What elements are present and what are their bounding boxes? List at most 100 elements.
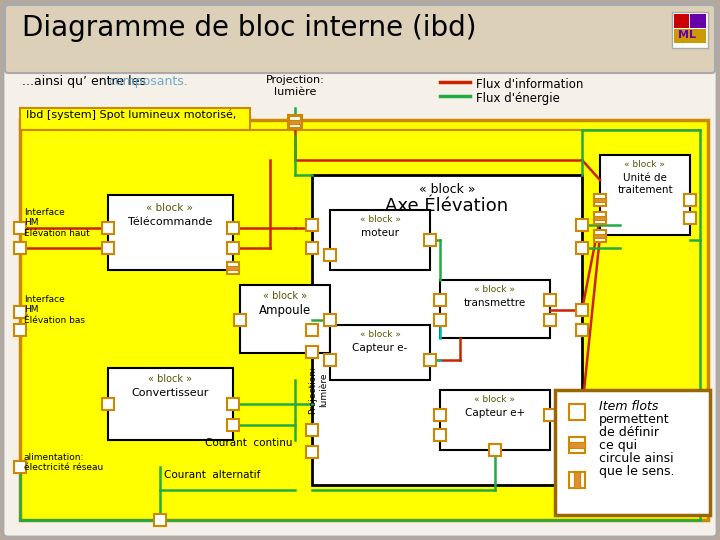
Bar	[594, 194, 606, 206]
Bar	[576, 304, 588, 316]
Text: ML: ML	[678, 30, 696, 40]
Bar	[434, 409, 446, 421]
Bar	[108, 368, 233, 440]
Text: permettent: permettent	[599, 413, 670, 426]
Bar	[576, 242, 588, 254]
Bar	[324, 249, 336, 261]
Text: Projection:
lumière: Projection: lumière	[266, 75, 325, 97]
Bar	[20, 108, 250, 130]
Bar	[440, 390, 550, 450]
Bar	[306, 242, 318, 254]
Text: Diagramme de bloc interne (ibd): Diagramme de bloc interne (ibd)	[22, 14, 477, 42]
Text: « block »: « block »	[359, 330, 400, 339]
Text: Capteur e+: Capteur e+	[465, 408, 525, 418]
Bar	[576, 424, 588, 436]
Bar	[594, 230, 606, 242]
Text: Convertisseur: Convertisseur	[131, 388, 209, 398]
Bar	[684, 194, 696, 206]
Bar	[324, 354, 336, 366]
Bar	[154, 514, 166, 526]
Text: alimentation:
électricité réseau: alimentation: électricité réseau	[24, 453, 103, 472]
Text: « block »: « block »	[263, 291, 307, 301]
Bar	[227, 266, 239, 270]
Text: transmettre: transmettre	[464, 298, 526, 308]
Bar	[234, 314, 246, 326]
Bar	[102, 398, 114, 410]
Bar	[424, 234, 436, 246]
Text: Courant  continu: Courant continu	[205, 438, 292, 448]
Bar	[102, 222, 114, 234]
Bar	[594, 216, 606, 220]
Text: Flux d'information: Flux d'information	[476, 78, 583, 91]
Bar	[690, 14, 706, 28]
Bar	[20, 120, 708, 520]
Text: Interface
HM
Élévation bas: Interface HM Élévation bas	[24, 295, 85, 325]
Bar	[489, 444, 501, 456]
Bar	[434, 314, 446, 326]
Text: moteur: moteur	[361, 228, 399, 238]
Text: de définir: de définir	[599, 426, 659, 439]
Text: « block »: « block »	[474, 285, 516, 294]
Text: « block »: « block »	[146, 203, 194, 213]
Bar	[306, 219, 318, 231]
Bar	[14, 222, 26, 234]
Text: ...ainsi qu’ entre les: ...ainsi qu’ entre les	[22, 75, 150, 88]
Text: « block »: « block »	[474, 395, 516, 404]
Text: circule ainsi: circule ainsi	[599, 452, 674, 465]
Bar	[289, 120, 301, 124]
Bar	[600, 155, 690, 235]
Bar	[672, 12, 708, 48]
Bar	[14, 242, 26, 254]
Bar	[576, 219, 588, 231]
Bar	[544, 294, 556, 306]
Text: ce qui: ce qui	[599, 439, 637, 452]
Bar	[544, 409, 556, 421]
Bar	[306, 346, 318, 358]
Bar	[14, 306, 26, 318]
Text: Projection:
lumière: Projection: lumière	[308, 366, 328, 414]
Text: Capteur e-: Capteur e-	[352, 343, 408, 353]
Bar	[8, 8, 712, 70]
Text: Interface
HM
Élévation haut: Interface HM Élévation haut	[24, 208, 90, 238]
Bar	[434, 294, 446, 306]
Bar	[227, 398, 239, 410]
Text: Flux d'énergie: Flux d'énergie	[476, 92, 560, 105]
Text: Ibd [system] Spot lumineux motorisé,: Ibd [system] Spot lumineux motorisé,	[26, 110, 236, 120]
Text: Télécommande: Télécommande	[128, 217, 212, 227]
Bar	[576, 324, 588, 336]
Bar	[434, 429, 446, 441]
Text: « block »: « block »	[419, 183, 475, 196]
Text: Axe Élévation: Axe Élévation	[385, 197, 508, 215]
Bar	[555, 390, 710, 515]
Bar	[569, 472, 585, 488]
Bar	[240, 285, 330, 353]
Bar	[227, 222, 239, 234]
FancyBboxPatch shape	[5, 5, 715, 73]
Bar	[424, 354, 436, 366]
Bar	[14, 461, 26, 473]
Bar	[594, 198, 606, 202]
Bar	[594, 234, 606, 238]
Bar	[227, 242, 239, 254]
Bar	[288, 120, 302, 124]
Bar	[227, 419, 239, 431]
Text: « block »: « block »	[359, 215, 400, 224]
FancyBboxPatch shape	[3, 3, 717, 537]
Bar	[306, 446, 318, 458]
Bar	[102, 242, 114, 254]
Text: « block »: « block »	[148, 374, 192, 384]
Bar	[289, 116, 301, 128]
Bar	[576, 404, 588, 416]
Bar	[575, 472, 580, 488]
Bar	[569, 437, 585, 453]
Bar	[569, 404, 585, 420]
Bar	[288, 115, 302, 129]
Bar	[594, 212, 606, 224]
Bar	[330, 210, 430, 270]
Bar	[569, 442, 585, 448]
Bar	[312, 175, 582, 485]
Bar	[306, 324, 318, 336]
Bar	[306, 424, 318, 436]
Bar	[324, 314, 336, 326]
Text: Item flots: Item flots	[599, 400, 658, 413]
